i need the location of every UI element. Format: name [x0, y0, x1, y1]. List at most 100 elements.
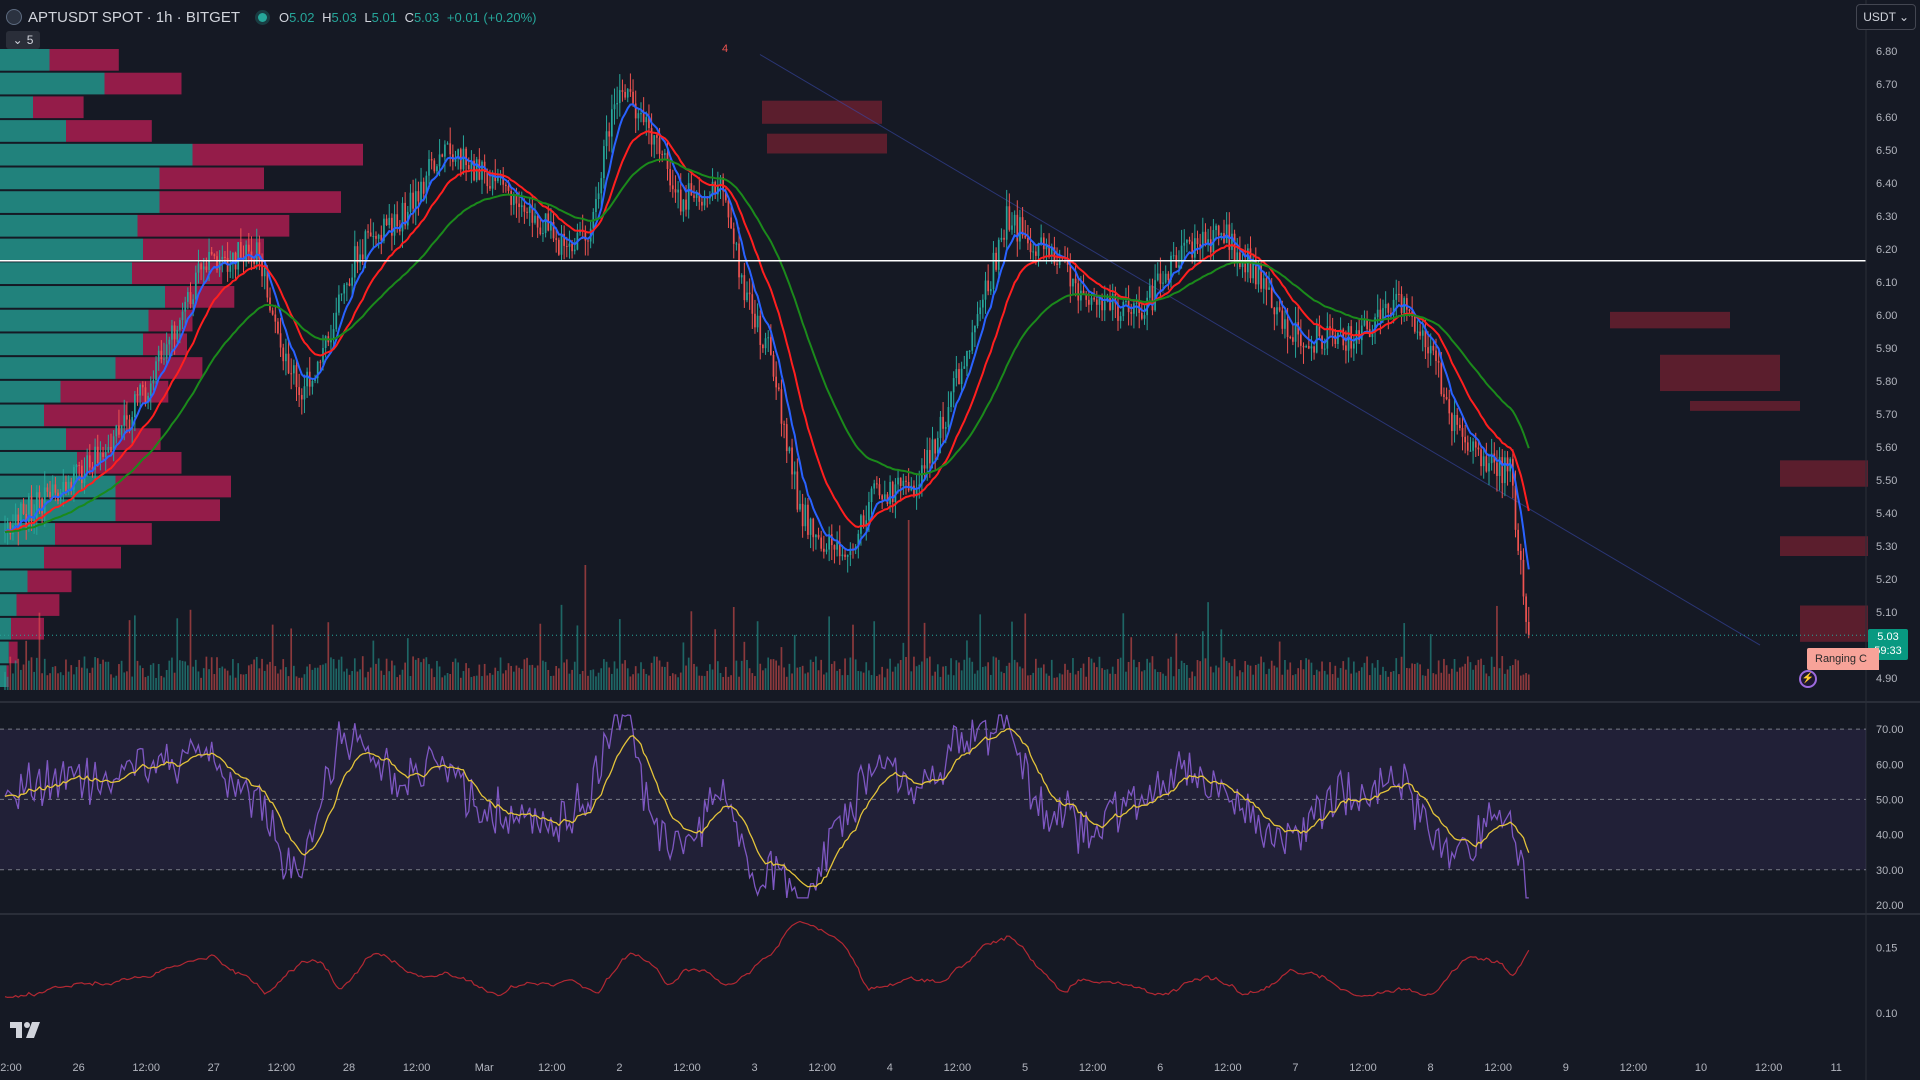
price-axis-label: 6.60: [1876, 112, 1897, 124]
candle-body: [857, 533, 860, 547]
flash-alert-icon[interactable]: ⚡: [1799, 670, 1817, 688]
candle-body: [1117, 303, 1119, 321]
volume-bar: [1029, 675, 1032, 690]
volume-bar: [520, 668, 523, 690]
candle-body: [404, 202, 406, 226]
volume-bar: [46, 675, 49, 690]
volume-bar: [1262, 662, 1265, 690]
low-value: 5.01: [371, 9, 397, 25]
volume-bar: [216, 657, 218, 690]
volume-bar: [330, 657, 332, 690]
candle-body: [128, 419, 131, 430]
volume-bar: [224, 668, 226, 690]
volume-bar: [809, 659, 812, 690]
candle-body: [1008, 206, 1011, 230]
high-label: H: [322, 9, 332, 25]
candle-body: [1522, 559, 1525, 597]
volume-bar: [420, 662, 422, 690]
candle-body: [1300, 334, 1302, 346]
volume-bar: [1353, 661, 1355, 690]
volume-bar: [1374, 667, 1376, 690]
candle-body: [1448, 399, 1451, 414]
candle-body: [777, 387, 780, 390]
volume-bar: [1448, 673, 1451, 690]
candle-body: [873, 483, 876, 489]
supply-zone-box: [767, 133, 887, 154]
candle-body: [1037, 243, 1040, 256]
time-axis-label: 28: [343, 1062, 355, 1074]
volume-bar: [669, 675, 671, 690]
price-axis-label: 5.40: [1876, 508, 1897, 520]
volume-profile-down-bar: [27, 570, 72, 593]
volume-bar: [923, 622, 926, 690]
candle-body: [1029, 243, 1032, 253]
volume-profile-down-bar: [143, 333, 187, 356]
volume-bar: [1355, 672, 1358, 690]
volume-bar: [1512, 664, 1514, 690]
candle-body: [974, 325, 976, 333]
candle-body: [1284, 319, 1286, 329]
candle-body: [417, 191, 420, 202]
supply-zone-box: [762, 100, 882, 124]
volume-bar: [963, 659, 966, 690]
volume-bar: [1416, 662, 1419, 690]
candle-body: [613, 104, 616, 110]
candle-body: [210, 251, 213, 255]
candle-body: [876, 483, 878, 485]
volume-bar: [414, 659, 417, 690]
volume-bar: [250, 664, 253, 690]
candle-body: [966, 350, 968, 367]
volume-bar: [1148, 662, 1151, 690]
candle-body: [870, 488, 873, 503]
candle-body: [430, 159, 433, 161]
price-axis-label: 4.90: [1876, 673, 1897, 685]
volume-bar: [1191, 671, 1194, 690]
volume-bar: [73, 674, 75, 690]
volume-bar: [637, 673, 640, 690]
volume-bar: [377, 658, 380, 690]
volume-bar: [1106, 669, 1109, 690]
candle-body: [118, 425, 120, 435]
volume-bar: [772, 659, 775, 690]
volume-bar: [218, 667, 221, 690]
volume-bar: [992, 656, 995, 690]
candle-body: [1085, 293, 1088, 300]
volume-profile-up-bar: [0, 238, 143, 261]
volume-bar: [1403, 623, 1406, 690]
volume-bar: [512, 671, 515, 690]
symbol-title[interactable]: APTUSDT SPOT · 1h · BITGET: [28, 8, 240, 26]
candle-body: [157, 350, 160, 362]
candle-body: [603, 146, 605, 179]
volume-bar: [86, 668, 88, 690]
volume-bar: [703, 676, 706, 690]
volume-bar: [1411, 663, 1413, 690]
volume-bar: [828, 616, 830, 690]
candle-body: [682, 199, 685, 212]
currency-select[interactable]: USDT ⌄: [1856, 4, 1916, 30]
volume-bar: [587, 675, 589, 690]
candle-body: [1191, 241, 1194, 258]
candle-body: [73, 467, 75, 490]
candle-body: [1472, 441, 1474, 451]
volume-bar: [234, 677, 237, 690]
candle-body: [1040, 237, 1042, 244]
indicator-collapse-button[interactable]: ⌄ 5: [6, 31, 40, 49]
volume-bar: [1156, 671, 1159, 690]
volume-bar: [1178, 669, 1180, 690]
candle-body: [597, 193, 600, 200]
volume-bar: [698, 675, 701, 690]
volume-bar: [78, 659, 81, 690]
candle-body: [534, 215, 536, 223]
volume-bar: [1019, 666, 1021, 690]
volume-bar: [473, 676, 475, 690]
volume-bar: [1008, 662, 1011, 690]
volume-bar: [677, 677, 679, 690]
volume-bar: [351, 671, 353, 690]
candle-body: [1477, 447, 1480, 450]
volume-bar: [1151, 656, 1154, 690]
open-value: 5.02: [289, 9, 315, 25]
volume-bar: [1204, 658, 1207, 690]
candle-body: [528, 206, 531, 213]
volume-bar: [621, 663, 624, 690]
